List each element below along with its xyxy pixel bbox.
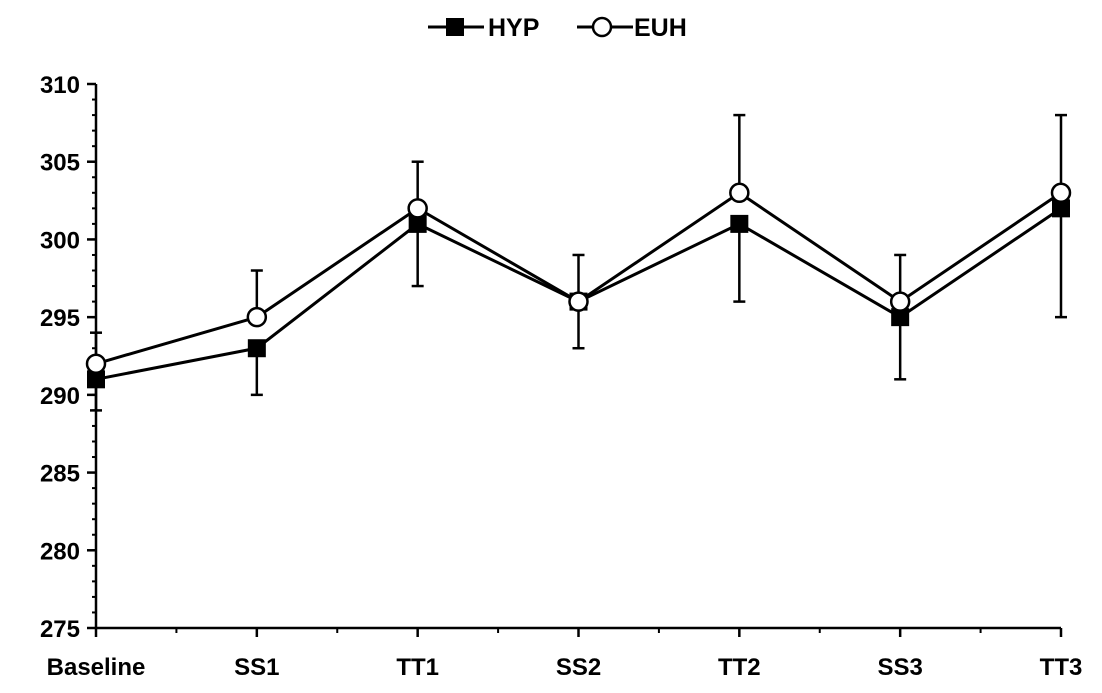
data-point-euh	[729, 182, 750, 204]
x-tick-label: TT3	[1040, 654, 1083, 681]
axes: 275 280 285 290 295 300 305 310 Baseline SS1 TT1 SS…	[40, 72, 1082, 681]
legend-item-euh: EUH	[577, 14, 687, 42]
x-tick-label: TT1	[396, 654, 439, 681]
data-point-hyp	[730, 214, 749, 233]
legend-label-euh: EUH	[634, 14, 687, 42]
legend-marker-hyp	[446, 18, 464, 36]
y-tick-label: 295	[40, 305, 80, 332]
data-point-euh	[568, 291, 589, 312]
x-tick-label: TT2	[718, 654, 761, 681]
y-tick-label: 280	[40, 538, 80, 565]
y-tick-label: 310	[40, 72, 80, 99]
data-point-euh	[246, 306, 268, 328]
data-point-euh	[889, 291, 911, 312]
data-point-euh	[407, 198, 428, 219]
y-tick-label: 290	[40, 383, 80, 410]
legend-item-hyp: HYP	[428, 14, 539, 42]
y-tick-label: 300	[40, 227, 80, 254]
series-euh	[85, 113, 1072, 375]
data-point-euh	[1050, 182, 1072, 204]
data-point-euh	[85, 353, 107, 375]
legend-label-hyp: HYP	[488, 14, 539, 42]
series-layer	[85, 113, 1072, 412]
data-point-hyp	[408, 214, 427, 233]
x-tick-label: SS2	[556, 654, 601, 681]
y-tick-label: 285	[40, 461, 80, 488]
y-tick-label: 275	[40, 616, 80, 643]
legend-marker-euh	[591, 16, 613, 38]
data-point-hyp	[1052, 199, 1070, 218]
y-tick-label: 305	[40, 150, 80, 177]
x-tick-label: Baseline	[47, 654, 146, 681]
data-point-hyp	[891, 308, 910, 327]
legend: HYP EUH	[428, 14, 687, 42]
x-tick-label: SS3	[877, 654, 922, 681]
x-tick-label: SS1	[234, 654, 279, 681]
data-point-hyp	[87, 370, 105, 389]
data-point-hyp	[247, 339, 266, 358]
